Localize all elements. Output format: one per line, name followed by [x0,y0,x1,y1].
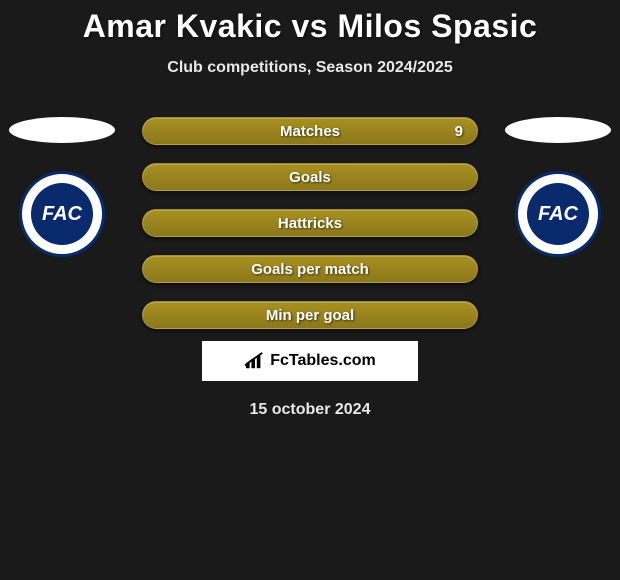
left-club-badge: FAC [19,171,105,257]
left-player-name-pill [9,117,115,143]
stat-label: Goals per match [251,261,369,278]
stat-row-hattricks: Hattricks [142,209,478,237]
stat-label: Hattricks [278,215,342,232]
right-club-badge: FAC [515,171,601,257]
left-club-abbrev: FAC [42,203,82,226]
brand-logo: FcTables.com [202,341,418,381]
stat-label: Goals [289,169,331,186]
date: 15 october 2024 [0,401,620,419]
stat-row-matches: Matches 9 [142,117,478,145]
brand-text: FcTables.com [270,352,376,370]
page-title: Amar Kvakic vs Milos Spasic [0,8,620,45]
stat-row-goals-per-match: Goals per match [142,255,478,283]
bar-chart-icon [244,352,266,370]
right-player-name-pill [505,117,611,143]
stat-label: Min per goal [266,307,354,324]
right-player-column: FAC [498,117,618,257]
left-player-column: FAC [2,117,122,257]
right-club-abbrev: FAC [538,203,578,226]
subtitle: Club competitions, Season 2024/2025 [0,59,620,77]
stats-column: Matches 9 Goals Hattricks Goals per matc… [142,117,478,329]
stat-label: Matches [280,123,340,140]
stat-row-goals: Goals [142,163,478,191]
stat-row-min-per-goal: Min per goal [142,301,478,329]
stat-right-value: 9 [455,123,463,140]
